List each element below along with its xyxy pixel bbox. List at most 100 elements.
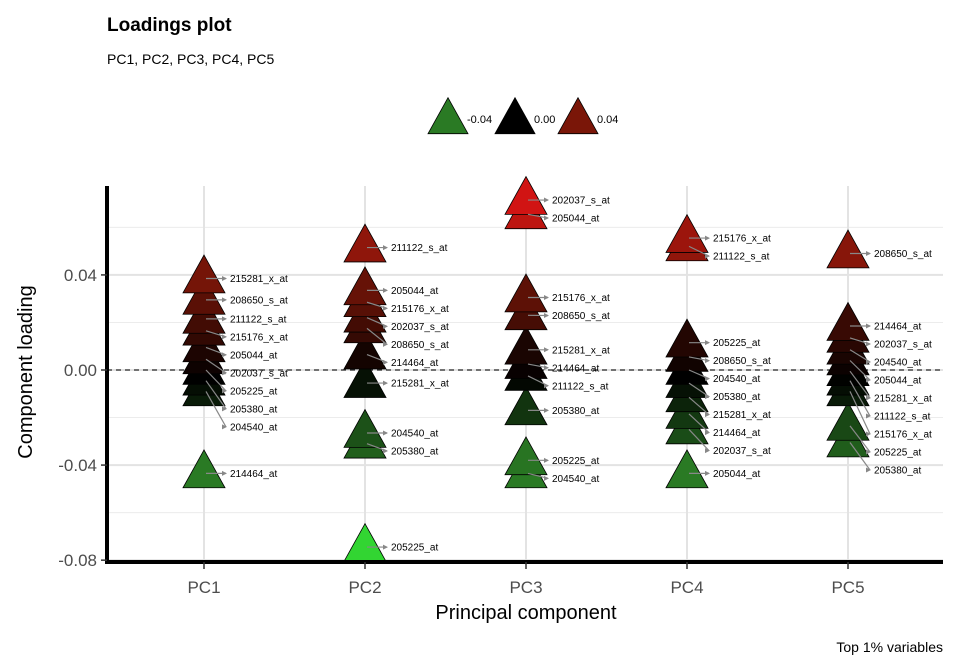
label-leader [849,442,871,471]
point-label: 205044_at [552,214,599,225]
label-arrowhead [222,424,227,430]
point-label: 215176_x_at [874,430,932,441]
label-arrowhead [544,215,549,221]
point-label: 215176_x_at [230,332,288,343]
point-label: 202037_s_at [391,322,449,333]
point-label: 215281_x_at [552,345,610,356]
label-arrowhead [705,430,710,436]
point-marker [665,213,709,253]
label-arrowhead [705,394,710,400]
label-arrowhead [705,253,710,259]
point-label: 205044_at [230,350,277,361]
legend-marker [557,96,599,135]
point-label: 205225_at [713,338,760,349]
label-leader [849,370,871,399]
point-label: 204540_at [552,474,599,485]
point-label: 205044_at [391,286,438,297]
point-marker [182,449,226,489]
point-label: 215176_x_at [552,293,610,304]
label-arrowhead [544,457,549,463]
point-label: 205380_at [713,392,760,403]
point-label: 204540_at [391,428,438,439]
label-arrowhead [222,297,227,303]
label-arrowhead [222,388,227,394]
label-leader [849,425,871,453]
point-marker [504,325,548,365]
point-label: 211122_s_at [230,314,287,325]
point-label: 211122_s_at [874,412,931,423]
point-label: 211122_s_at [713,252,770,263]
y-tick-label: 0.04 [64,266,97,285]
label-arrowhead [544,295,549,301]
label-leader [366,327,388,345]
point-label: 211122_s_at [552,381,609,392]
point-label: 214464_at [874,322,921,333]
x-tick-label: PC4 [670,578,703,597]
point-marker [504,273,548,313]
point-marker [504,175,548,215]
legend: -0.04 0.00 0.04 [427,96,618,135]
point-marker [665,318,709,358]
point-label: 204540_at [230,422,277,433]
point-marker [665,449,709,489]
point-label: 205380_at [230,404,277,415]
label-arrowhead [866,377,871,383]
point-label: 205225_at [552,456,599,467]
chart-title: Loadings plot [107,15,232,36]
label-arrowhead [383,359,388,365]
point-label: 204540_at [713,374,760,385]
chart-caption: Top 1% variables [836,639,943,655]
label-arrowhead [705,235,710,241]
label-arrowhead [866,395,871,401]
point-label: 205225_at [874,448,921,459]
point-marker [826,301,870,341]
label-arrowhead [866,359,871,365]
y-tick-label: -0.08 [58,551,97,570]
plot-area: 215281_x_at 208650_s_at 211122_s_at 215176_… [58,175,943,597]
label-arrowhead [383,287,388,293]
label-leader [205,358,227,374]
label-arrowhead [705,340,710,346]
label-arrowhead [222,470,227,476]
label-arrowhead [383,323,388,329]
legend-label: -0.04 [467,114,492,126]
point-label: 202037_s_at [230,368,288,379]
label-arrowhead [705,412,710,418]
point-label: 205044_at [713,469,760,480]
x-tick-label: PC3 [509,578,542,597]
label-arrowhead [383,245,388,251]
point-label: 215176_x_at [391,304,449,315]
point-label: 204540_at [874,358,921,369]
x-axis-title: Principal component [435,602,617,624]
label-arrowhead [383,448,388,454]
point-label: 205380_at [391,446,438,457]
point-label: 202037_s_at [552,196,610,207]
x-tick-label: PC2 [348,578,381,597]
point-label: 208650_s_at [552,311,610,322]
label-arrowhead [544,313,549,319]
label-arrowhead [383,341,388,347]
label-arrowhead [383,380,388,386]
label-leader [688,413,710,434]
label-leader [688,396,710,416]
point-label: 214464_at [552,363,599,374]
label-arrowhead [544,475,549,481]
point-label: 215281_x_at [230,274,288,285]
label-arrowhead [866,413,871,419]
x-tick-label: PC1 [187,578,220,597]
point-label: 208650_s_at [713,356,771,367]
chart-subtitle: PC1, PC2, PC3, PC4, PC5 [107,51,275,67]
label-arrowhead [705,448,710,454]
label-leader [688,382,710,398]
point-marker [343,330,387,370]
label-leader [849,391,871,435]
label-arrowhead [866,431,871,437]
point-label: 202037_s_at [874,340,932,351]
point-marker [343,358,387,398]
label-arrowhead [866,251,871,257]
point-marker [343,223,387,263]
label-leader [205,369,227,392]
label-arrowhead [544,347,549,353]
point-label: 208650_s_at [391,340,449,351]
legend-label: 0.00 [534,114,555,126]
